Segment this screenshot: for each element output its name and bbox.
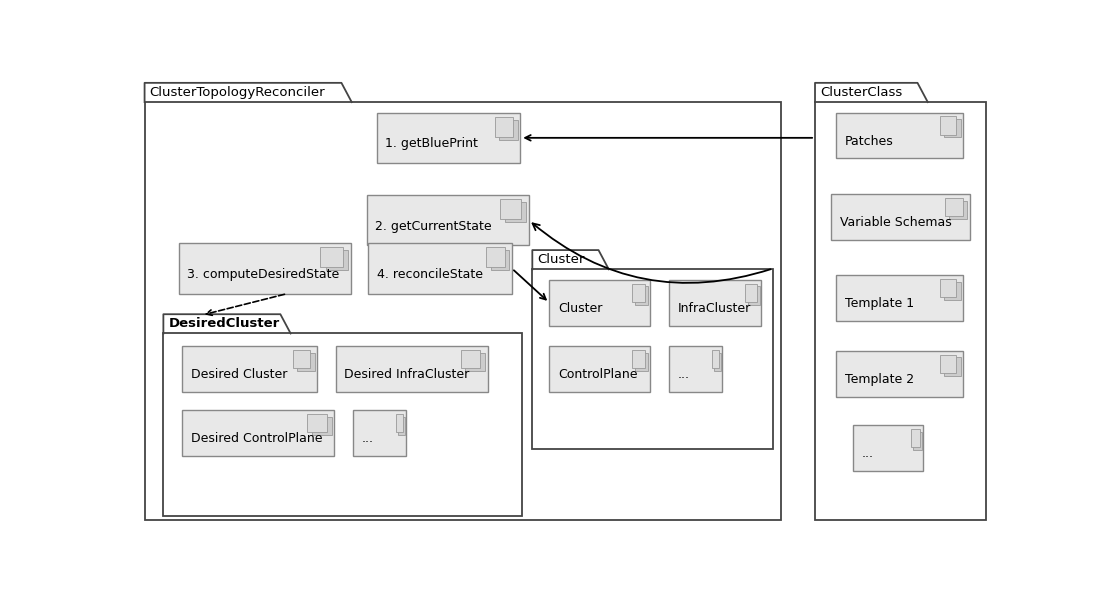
Bar: [465, 353, 485, 371]
Bar: [499, 120, 518, 140]
Bar: [831, 194, 970, 240]
Bar: [940, 279, 957, 298]
Bar: [495, 117, 514, 137]
Bar: [306, 414, 326, 433]
Bar: [633, 350, 645, 368]
Text: Template 1: Template 1: [845, 297, 914, 310]
Bar: [836, 351, 963, 397]
Text: InfraCluster: InfraCluster: [678, 302, 750, 315]
Bar: [949, 201, 968, 219]
Bar: [636, 286, 648, 305]
Text: Desired Cluster: Desired Cluster: [191, 368, 288, 381]
Bar: [532, 270, 774, 449]
Bar: [163, 333, 522, 516]
Bar: [182, 346, 317, 392]
Bar: [815, 102, 986, 521]
Bar: [326, 250, 348, 270]
Bar: [853, 425, 923, 471]
Text: ...: ...: [361, 433, 374, 445]
Bar: [367, 195, 529, 246]
Text: Variable Schemas: Variable Schemas: [840, 216, 951, 229]
Text: ControlPlane: ControlPlane: [558, 368, 637, 381]
Bar: [312, 417, 332, 435]
Bar: [490, 250, 509, 270]
Bar: [377, 112, 520, 163]
Bar: [944, 119, 961, 137]
Text: 3. computeDesiredState: 3. computeDesiredState: [187, 268, 339, 281]
Text: Cluster: Cluster: [538, 253, 585, 266]
Bar: [353, 411, 406, 456]
Text: ClusterTopologyReconciler: ClusterTopologyReconciler: [150, 86, 325, 99]
Bar: [505, 202, 526, 223]
Bar: [944, 198, 963, 216]
Text: Patches: Patches: [845, 134, 894, 148]
Bar: [398, 417, 406, 435]
Bar: [486, 248, 505, 267]
Bar: [336, 346, 488, 392]
Bar: [550, 280, 650, 325]
Bar: [914, 431, 922, 450]
Text: ClusterClass: ClusterClass: [820, 86, 903, 99]
Text: ...: ...: [862, 447, 874, 460]
Bar: [836, 112, 963, 158]
Bar: [940, 355, 957, 373]
Bar: [397, 414, 403, 433]
Bar: [940, 116, 957, 134]
Bar: [714, 353, 721, 371]
Bar: [911, 429, 920, 447]
Bar: [836, 275, 963, 321]
Bar: [461, 350, 480, 368]
Text: 1. getBluePrint: 1. getBluePrint: [386, 137, 478, 151]
Text: DesiredCluster: DesiredCluster: [169, 317, 280, 330]
Bar: [669, 346, 722, 392]
Bar: [633, 284, 645, 302]
Bar: [636, 353, 648, 371]
Text: Template 2: Template 2: [845, 373, 914, 386]
Bar: [298, 353, 315, 371]
Bar: [368, 243, 511, 293]
Text: 4. reconcileState: 4. reconcileState: [377, 268, 483, 281]
Bar: [747, 286, 759, 305]
Bar: [293, 350, 311, 368]
Bar: [745, 284, 757, 302]
Bar: [944, 357, 961, 375]
Bar: [944, 281, 961, 300]
Bar: [179, 243, 352, 293]
Bar: [144, 102, 781, 521]
Bar: [321, 248, 343, 267]
Text: Desired InfraCluster: Desired InfraCluster: [345, 368, 469, 381]
Text: Cluster: Cluster: [558, 302, 603, 315]
Bar: [712, 350, 720, 368]
Bar: [669, 280, 761, 325]
Text: 2. getCurrentState: 2. getCurrentState: [375, 220, 491, 233]
Bar: [550, 346, 650, 392]
Bar: [182, 411, 334, 456]
FancyArrowPatch shape: [532, 223, 770, 283]
Text: ...: ...: [678, 368, 690, 381]
Text: Desired ControlPlane: Desired ControlPlane: [191, 433, 322, 445]
Bar: [499, 199, 521, 220]
